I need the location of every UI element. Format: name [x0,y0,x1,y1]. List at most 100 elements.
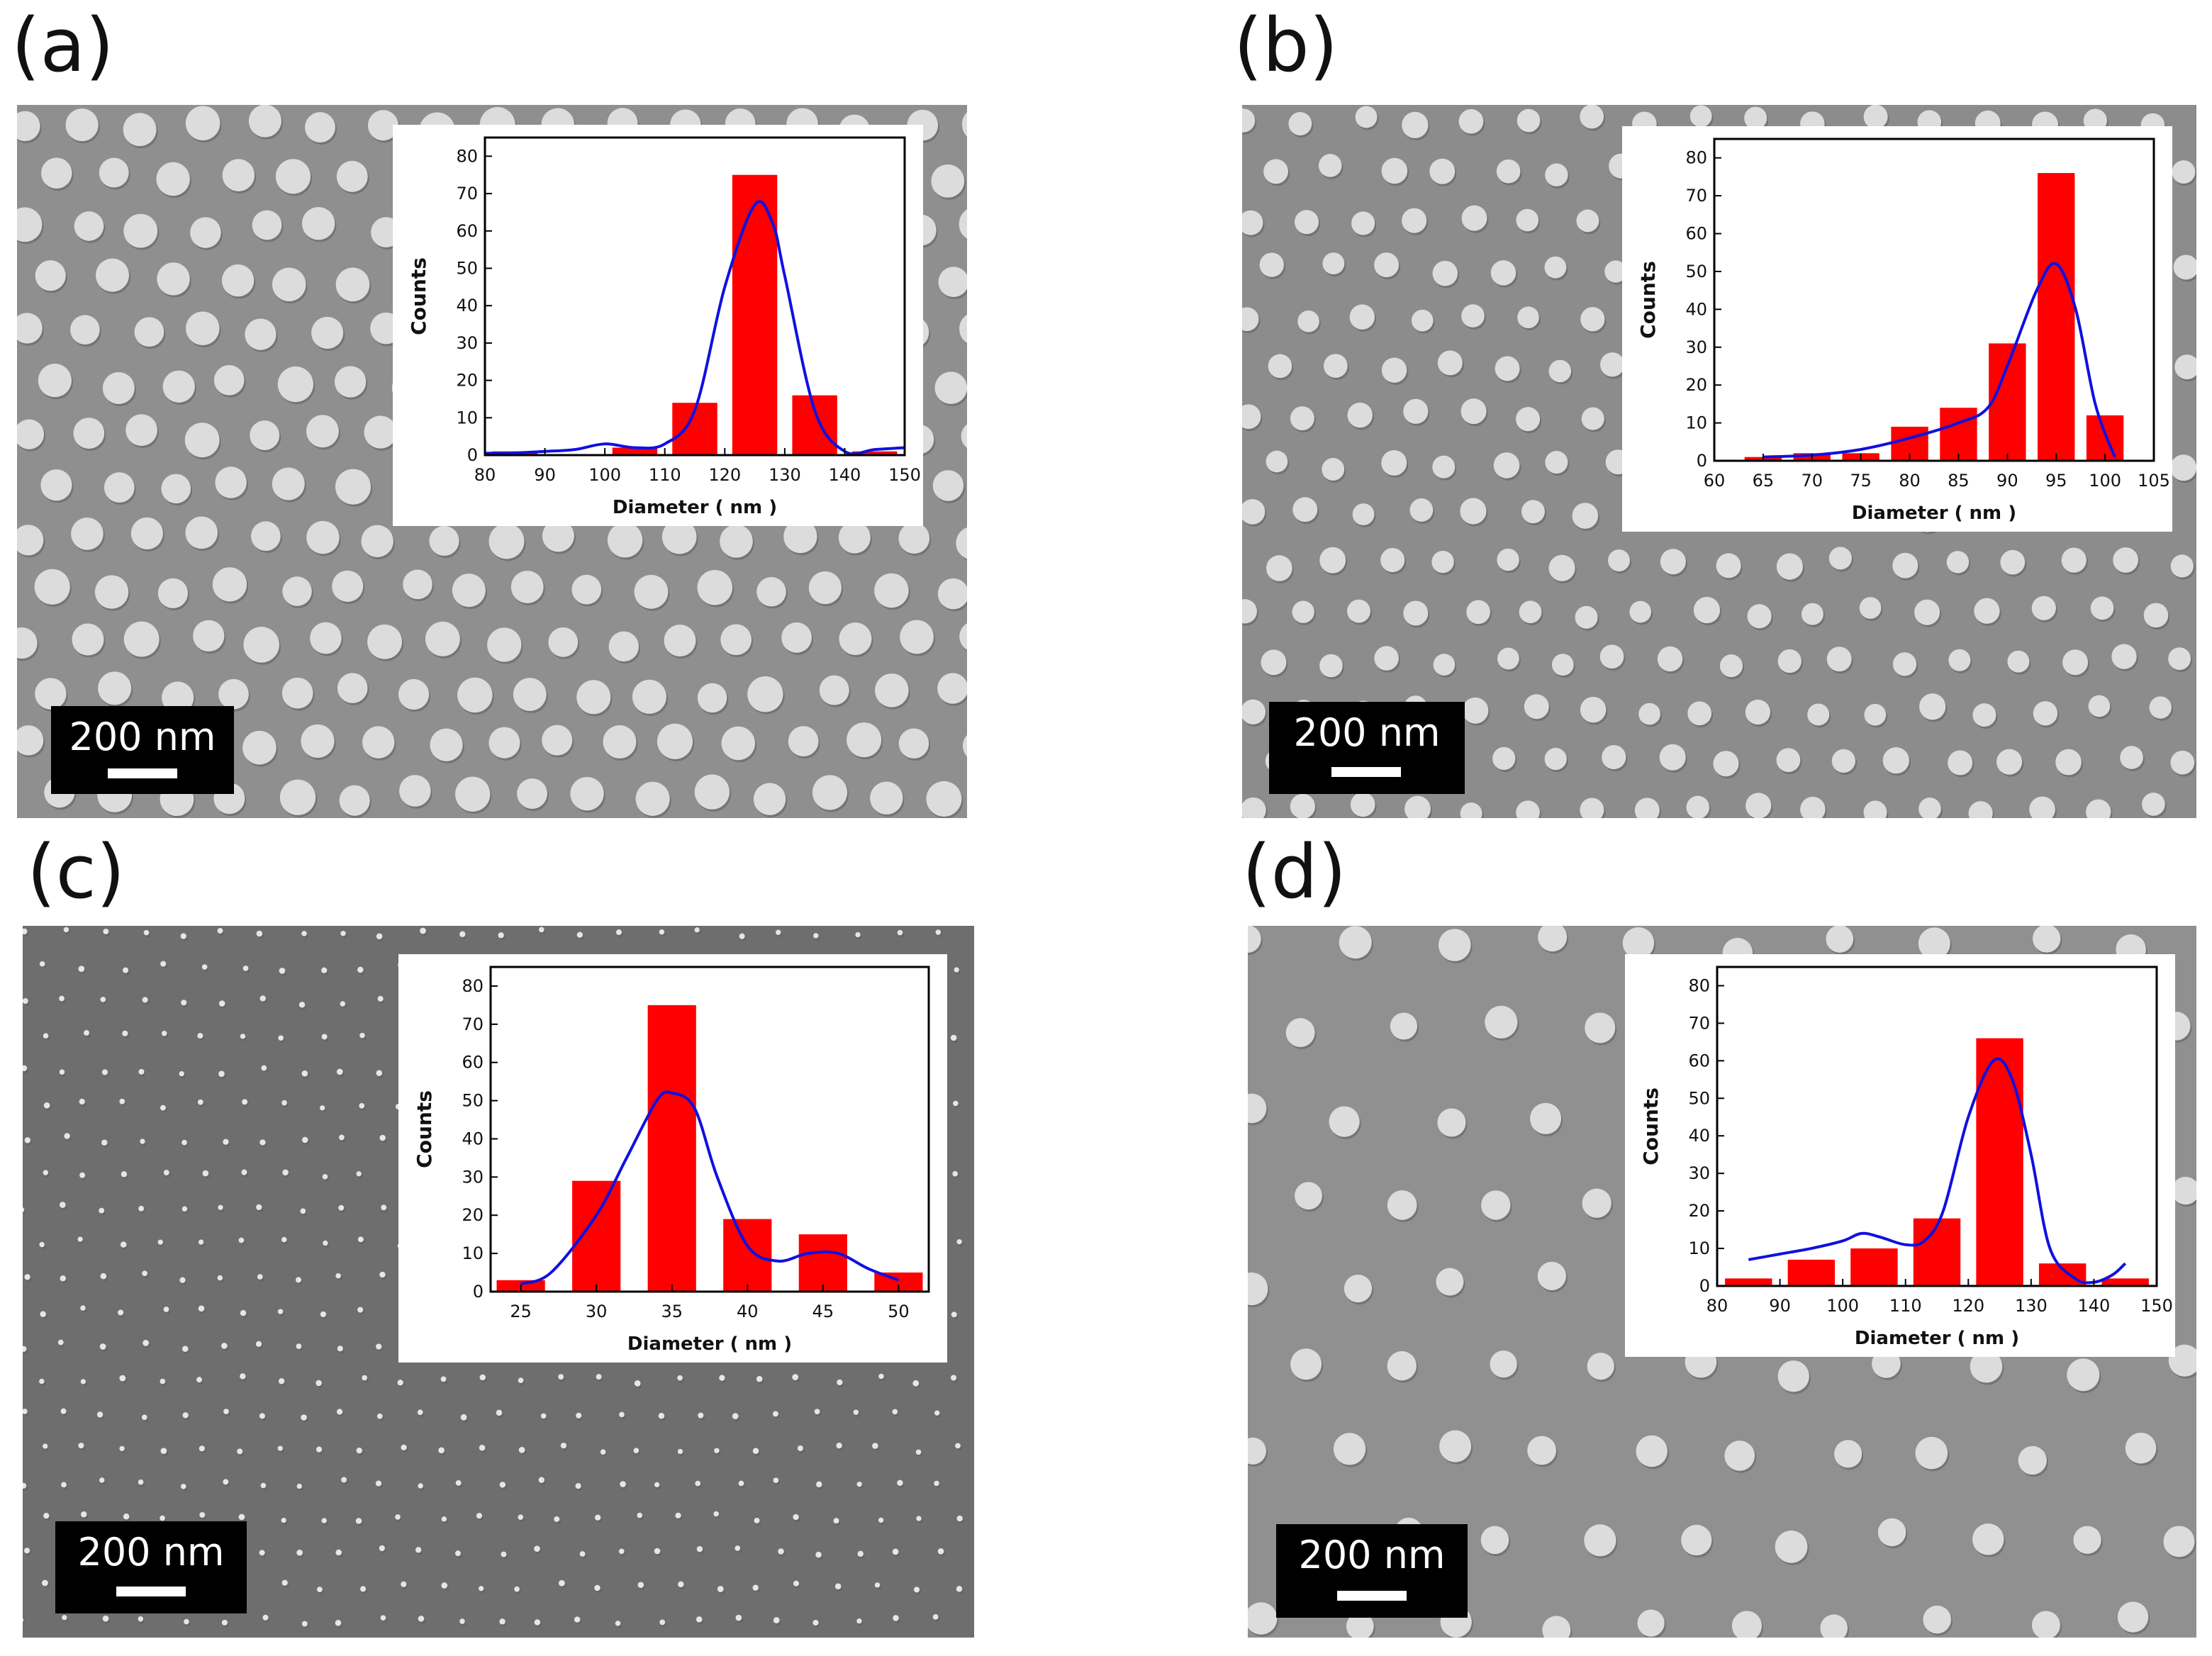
particle [1460,398,1487,425]
particle [104,472,135,503]
y-tick-label: 10 [462,1243,484,1263]
particle [242,730,276,765]
particle [1657,646,1683,672]
x-axis-label: Diameter ( nm ) [1852,503,2016,524]
particle [1323,354,1348,378]
particle [2172,160,2196,184]
x-tick-label: 60 [1704,471,1726,491]
particle [1637,1609,1665,1637]
particle [255,1341,262,1347]
particle [2073,1526,2101,1554]
particle [900,620,934,654]
particle [377,995,384,1002]
particle [282,1169,289,1176]
particle [857,1550,864,1557]
particle [279,968,286,974]
particle [417,1409,423,1416]
particle [310,622,342,654]
particle [913,1587,920,1593]
particle [1681,1524,1712,1556]
particle [101,1069,108,1075]
particle [1387,1351,1417,1381]
y-tick-label: 80 [456,146,478,166]
particle [654,1548,661,1555]
x-tick-label: 50 [888,1302,910,1321]
histogram-bar [732,174,778,455]
x-tick-label: 45 [812,1302,834,1321]
particle [376,933,383,940]
particle [1263,159,1289,184]
particle [1404,795,1431,818]
particle [119,1445,125,1452]
particle [80,1305,86,1311]
particle [595,1514,601,1521]
y-tick-label: 70 [456,184,478,203]
particle [24,1137,31,1143]
particle [2031,1611,2060,1638]
particle [125,414,157,446]
particle [1322,252,1345,275]
particle [1390,1012,1418,1040]
particle [637,1512,643,1518]
particle [281,1579,288,1586]
particle [778,1548,784,1555]
particle [571,574,602,605]
particle [1542,1616,1571,1638]
particle [1290,1348,1322,1380]
particle [1248,1093,1267,1124]
y-tick-label: 10 [1685,413,1707,433]
particle [23,998,28,1005]
particle [251,521,281,552]
particle [1602,744,1626,770]
particle [143,929,150,936]
particle [218,678,249,710]
particle [1970,1350,2003,1383]
particle [657,723,693,759]
particle [17,111,40,142]
particle [398,678,430,710]
particle [281,677,313,709]
particle [1689,105,1712,128]
scalebar-line-a [108,768,177,778]
histogram-bar [2086,415,2124,461]
particle [735,1614,742,1621]
particle [198,1305,205,1312]
particle [874,573,909,608]
particle [776,929,781,935]
particle [752,1448,759,1454]
y-tick-label: 20 [456,371,478,391]
particle [162,1031,167,1036]
y-axis-label: Counts [1639,1087,1663,1165]
particle [959,623,967,650]
particle [732,1413,739,1420]
y-tick-label: 70 [462,1014,484,1034]
x-tick-label: 110 [1889,1296,1922,1316]
y-tick-label: 60 [1688,1051,1710,1070]
particle [222,159,255,191]
particle [1948,750,1973,776]
particle [17,207,43,242]
y-tick-label: 10 [456,408,478,427]
particle [596,1374,602,1380]
particle [17,725,44,756]
particle [1604,260,1627,283]
histogram-chart-a: 80 90 100 110 120 130 140 150 0 10 20 30 40 50 60 70 80 D… [407,136,921,518]
particle [180,1484,186,1489]
particle [961,112,967,137]
x-tick-label: 65 [1753,471,1775,491]
particle [488,727,520,759]
particle [1295,1182,1322,1210]
particle [932,470,964,501]
particle [720,525,753,558]
particle [277,1445,283,1451]
particle [1972,703,1996,727]
particle [812,1619,819,1626]
particle [594,1584,601,1591]
particle [738,1480,744,1487]
x-tick-label: 25 [510,1302,532,1321]
particle [94,575,129,609]
particle [340,931,346,936]
histogram-bar [2101,1278,2149,1286]
particle [1918,927,1950,960]
fit-curve [520,1090,900,1286]
